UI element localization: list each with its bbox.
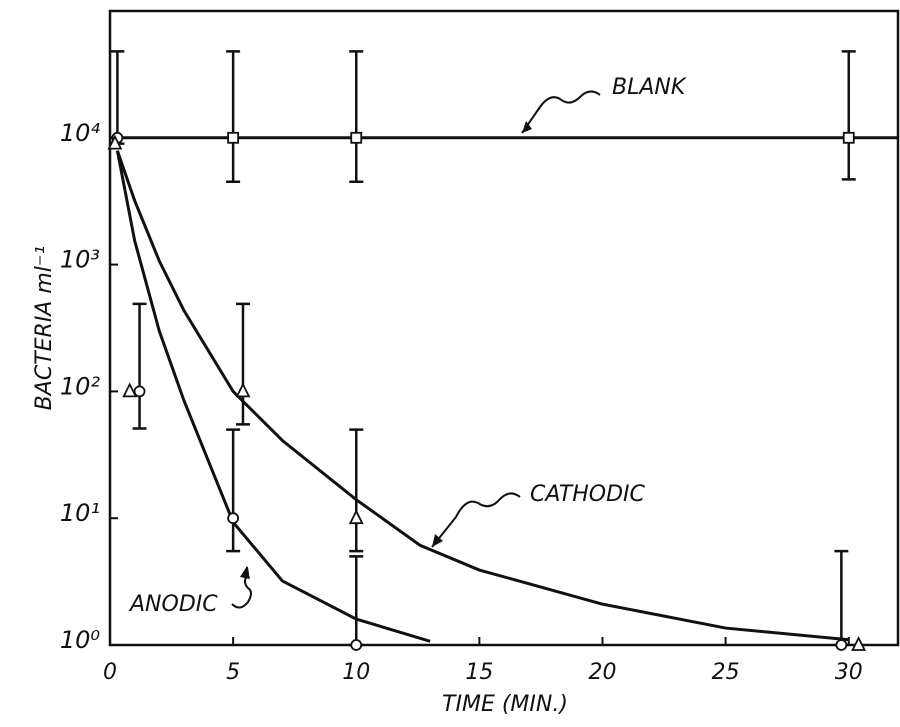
series-label: ANODIC (128, 592, 218, 617)
point (835, 639, 848, 651)
error-bar (349, 428, 364, 553)
y-axis-label: BACTERIA ml⁻¹ (32, 246, 57, 411)
x-tick-label: 15 (465, 660, 493, 685)
point (842, 131, 855, 144)
x-tick-label: 10 (342, 660, 370, 685)
arrowhead (432, 534, 443, 547)
point (350, 131, 363, 144)
y-tick-label: 10⁰ (60, 626, 101, 654)
fit-curve (115, 150, 431, 643)
x-tick-label: 0 (103, 660, 117, 685)
error-bar (834, 549, 849, 647)
error-bar (349, 50, 364, 184)
point (122, 382, 138, 398)
x-tick-label: 5 (226, 660, 240, 685)
anodic-arrow (231, 566, 252, 609)
y-tick-label: 10⁴ (60, 119, 101, 147)
arrowhead (522, 121, 532, 133)
point (235, 382, 251, 398)
error-bar (226, 50, 241, 184)
point (227, 131, 240, 144)
x-tick-label: 25 (712, 660, 740, 685)
x-tick-label: 30 (835, 660, 863, 685)
x-tick-label: 20 (589, 660, 617, 685)
error-bar (226, 428, 241, 553)
error-bar (841, 50, 856, 181)
point (227, 512, 240, 525)
y-tick-label: 10³ (60, 246, 100, 274)
arrowhead (240, 566, 250, 579)
cathodic-arrow (431, 492, 521, 548)
fit-curve (115, 150, 849, 642)
series-label: BLANK (612, 75, 687, 100)
y-tick-label: 10¹ (60, 499, 100, 527)
error-bar (235, 302, 250, 426)
error-bar (132, 302, 147, 430)
y-tick-label: 10² (60, 372, 101, 400)
error-bar (349, 555, 364, 647)
point (107, 134, 123, 150)
x-axis-label: TIME (MIN.) (442, 692, 568, 717)
point (851, 635, 867, 651)
blank-arrow (521, 90, 601, 134)
point (133, 385, 146, 398)
point (350, 639, 363, 651)
error-bar (110, 50, 125, 145)
point (348, 509, 364, 525)
plot-frame (108, 9, 900, 647)
series-label: CATHODIC (530, 482, 646, 507)
